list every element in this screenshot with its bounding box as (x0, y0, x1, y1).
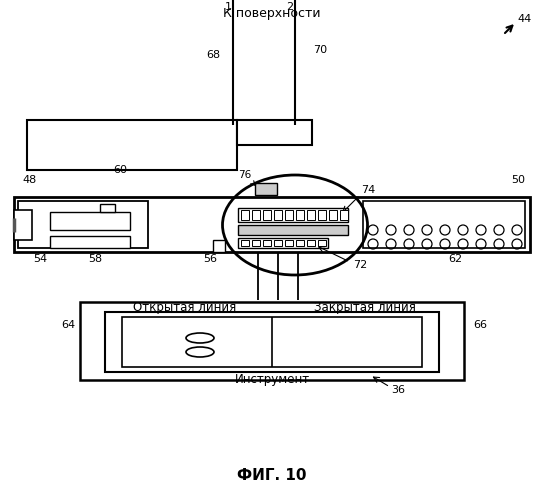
Text: 48: 48 (23, 175, 37, 185)
Bar (238, 238, 328, 248)
Text: 60: 60 (113, 165, 127, 175)
Bar (307, 210, 315, 220)
Bar (296, 210, 304, 220)
Bar (50, 212, 130, 230)
Bar (318, 240, 326, 246)
Bar (238, 225, 348, 235)
Text: К поверхности: К поверхности (223, 6, 321, 20)
Bar (274, 240, 282, 246)
Text: Открытая линия: Открытая линия (133, 302, 237, 314)
Bar (285, 210, 293, 220)
Text: 58: 58 (88, 254, 102, 264)
Text: 36: 36 (391, 385, 405, 395)
Text: 1: 1 (225, 2, 232, 12)
Text: 76: 76 (238, 170, 255, 185)
Bar (329, 210, 337, 220)
Bar (100, 204, 115, 212)
Text: Закрытая линия: Закрытая линия (314, 302, 416, 314)
Bar (307, 240, 315, 246)
Bar (263, 210, 271, 220)
Bar (14, 197, 530, 252)
Text: 74: 74 (361, 185, 375, 195)
Text: 50: 50 (511, 175, 525, 185)
Text: 68: 68 (206, 50, 220, 60)
Text: 62: 62 (448, 254, 462, 264)
Text: 54: 54 (33, 254, 47, 264)
Bar (296, 240, 304, 246)
Bar (27, 120, 237, 170)
Bar (285, 240, 293, 246)
Bar (340, 210, 348, 220)
Bar (274, 210, 282, 220)
Bar (50, 236, 130, 248)
Text: 2: 2 (287, 2, 294, 12)
Bar (252, 240, 260, 246)
Bar (105, 312, 439, 372)
Bar (318, 210, 326, 220)
Bar (263, 240, 271, 246)
Bar (252, 210, 260, 220)
Text: 64: 64 (61, 320, 75, 330)
Bar (80, 302, 464, 380)
Text: 72: 72 (353, 260, 367, 270)
Bar (363, 201, 525, 248)
Bar (213, 240, 225, 252)
Bar (238, 208, 348, 222)
Text: ФИГ. 10: ФИГ. 10 (237, 468, 307, 482)
Bar (122, 317, 422, 367)
Bar (255, 183, 277, 195)
Text: 66: 66 (473, 320, 487, 330)
Bar (241, 240, 249, 246)
Bar (18, 201, 148, 248)
Bar (241, 210, 249, 220)
Text: Инструмент: Инструмент (234, 374, 310, 386)
Bar (237, 120, 312, 145)
Text: 70: 70 (313, 45, 327, 55)
Text: 44: 44 (518, 14, 532, 24)
Text: 56: 56 (203, 254, 217, 264)
Bar (14, 210, 32, 240)
